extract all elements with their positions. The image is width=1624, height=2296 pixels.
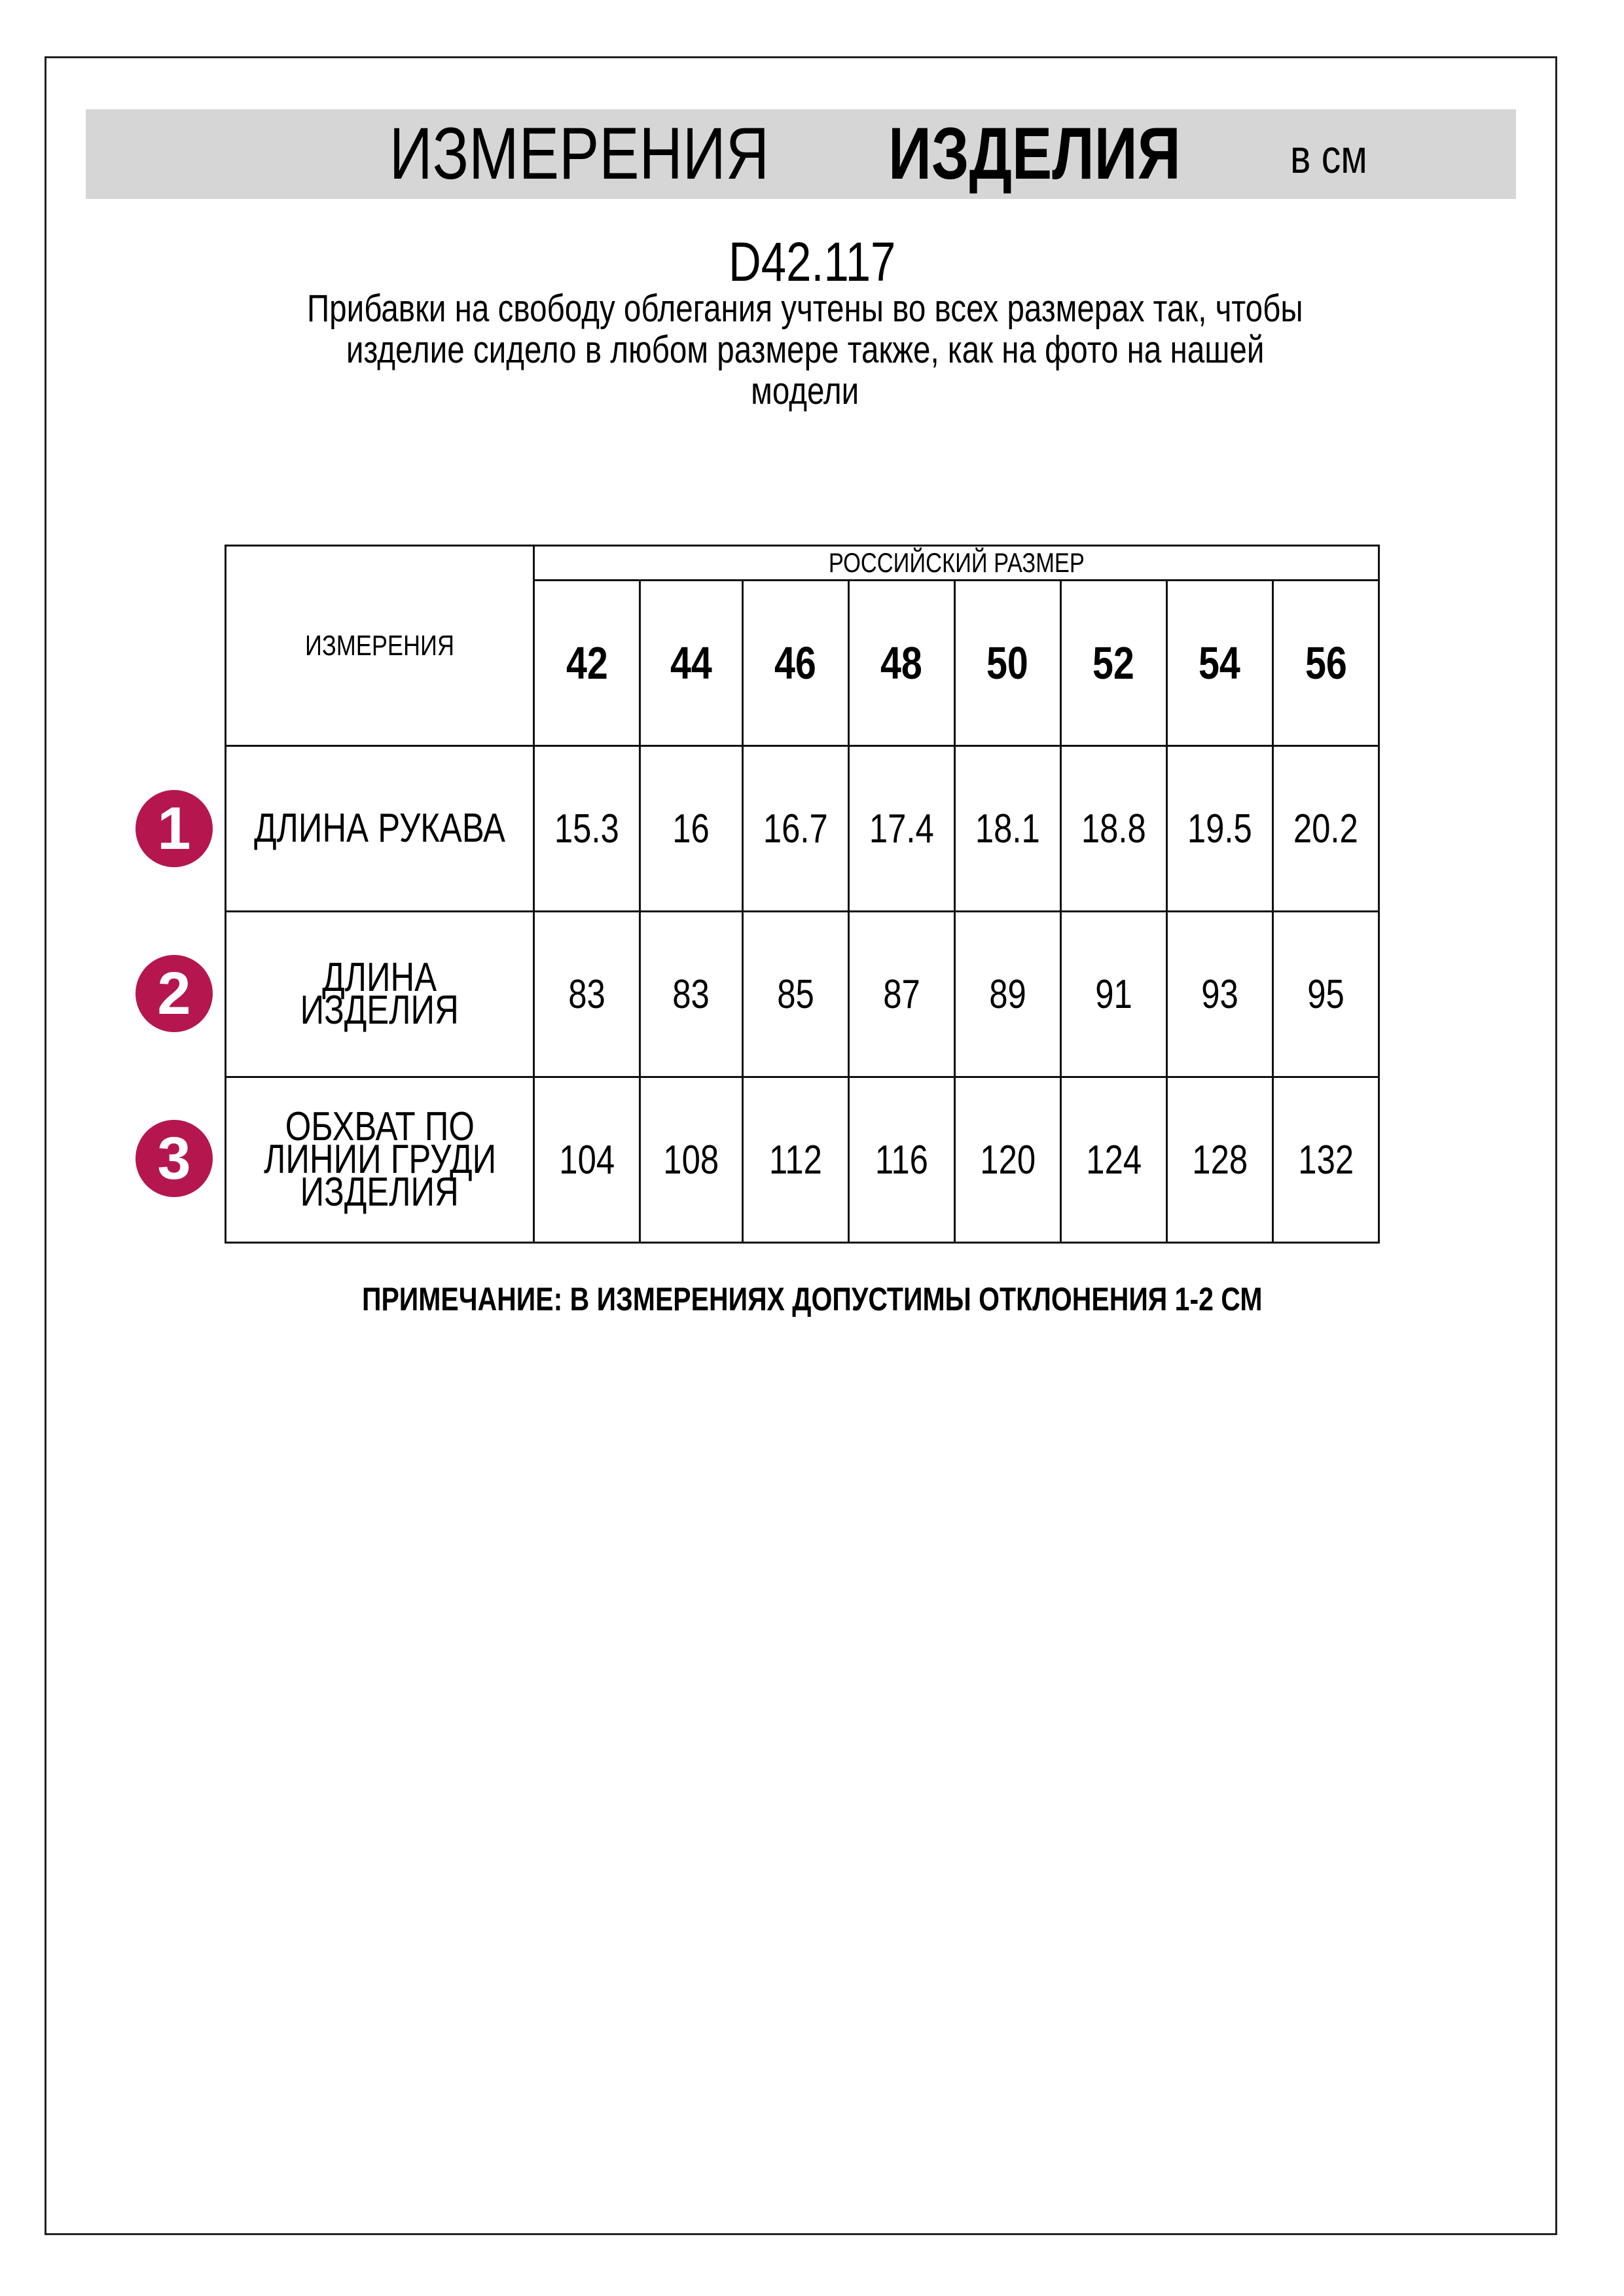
size-header-42: 42 <box>533 579 641 747</box>
measurement-label: ДЛИНА РУКАВА <box>224 745 535 912</box>
value-cell: 18.1 <box>953 745 1062 912</box>
value-cell: 91 <box>1059 910 1168 1078</box>
title-bold: ИЗДЕЛИЯ <box>888 113 1181 194</box>
value-cell: 16.7 <box>741 745 850 912</box>
size-header-44: 44 <box>639 579 744 747</box>
value-cell: 120 <box>953 1076 1062 1244</box>
value-cell: 93 <box>1165 910 1274 1078</box>
table-row: ДЛИНА РУКАВА 15.3 16 16.7 17.4 18.1 18.8 19.5 20… <box>224 745 1380 912</box>
size-header-54: 54 <box>1165 579 1274 747</box>
table-row: ОБХВАТ ПО ЛИНИИ ГРУДИ ИЗДЕЛИЯ 104 108 112 116 1… <box>224 1076 1380 1244</box>
value-cell: 124 <box>1059 1076 1168 1244</box>
value-cell: 108 <box>639 1076 744 1244</box>
size-header-52: 52 <box>1059 579 1168 747</box>
size-table: ИЗМЕРЕНИЯ РОССИЙСКИЙ РАЗМЕР 42 44 46 48 50 52… <box>224 545 1380 1244</box>
value-cell: 15.3 <box>533 745 641 912</box>
measurement-label: ОБХВАТ ПО ЛИНИИ ГРУДИ ИЗДЕЛИЯ <box>224 1076 535 1244</box>
value-cell: 18.8 <box>1059 745 1168 912</box>
value-cell: 85 <box>741 910 850 1078</box>
header-band <box>86 109 1516 199</box>
value-cell: 83 <box>639 910 744 1078</box>
title-unit: в см <box>1290 131 1367 183</box>
description: Прибавки на свободу облегания учтены во … <box>307 287 1303 412</box>
size-header-48: 48 <box>847 579 956 747</box>
value-cell: 89 <box>953 910 1062 1078</box>
size-header-56: 56 <box>1271 579 1380 747</box>
product-code: D42.117 <box>728 231 896 293</box>
value-cell: 17.4 <box>847 745 956 912</box>
page-border <box>45 56 1557 2235</box>
group-label: РОССИЙСКИЙ РАЗМЕР <box>533 545 1380 581</box>
table-row: ДЛИНА ИЗДЕЛИЯ 83 83 85 87 89 91 93 95 <box>224 910 1380 1078</box>
measurement-label: ДЛИНА ИЗДЕЛИЯ <box>224 910 535 1078</box>
value-cell: 83 <box>533 910 641 1078</box>
title-regular: ИЗМЕРЕНИЯ <box>389 113 770 194</box>
value-cell: 116 <box>847 1076 956 1244</box>
value-cell: 87 <box>847 910 956 1078</box>
value-cell: 19.5 <box>1165 745 1274 912</box>
value-cell: 16 <box>639 745 744 912</box>
value-cell: 112 <box>741 1076 850 1244</box>
number-badge: 3 <box>135 1120 213 1197</box>
number-badge: 1 <box>135 790 213 867</box>
value-cell: 95 <box>1271 910 1380 1078</box>
number-badge: 2 <box>135 955 213 1032</box>
size-header-46: 46 <box>741 579 850 747</box>
value-cell: 104 <box>533 1076 641 1244</box>
size-header-50: 50 <box>953 579 1062 747</box>
value-cell: 128 <box>1165 1076 1274 1244</box>
note: ПРИМЕЧАНИЕ: В ИЗМЕРЕНИЯХ ДОПУСТИМЫ ОТКЛО… <box>361 1281 1263 1318</box>
value-cell: 20.2 <box>1271 745 1380 912</box>
value-cell: 132 <box>1271 1076 1380 1244</box>
corner-label: ИЗМЕРЕНИЯ <box>224 545 535 747</box>
